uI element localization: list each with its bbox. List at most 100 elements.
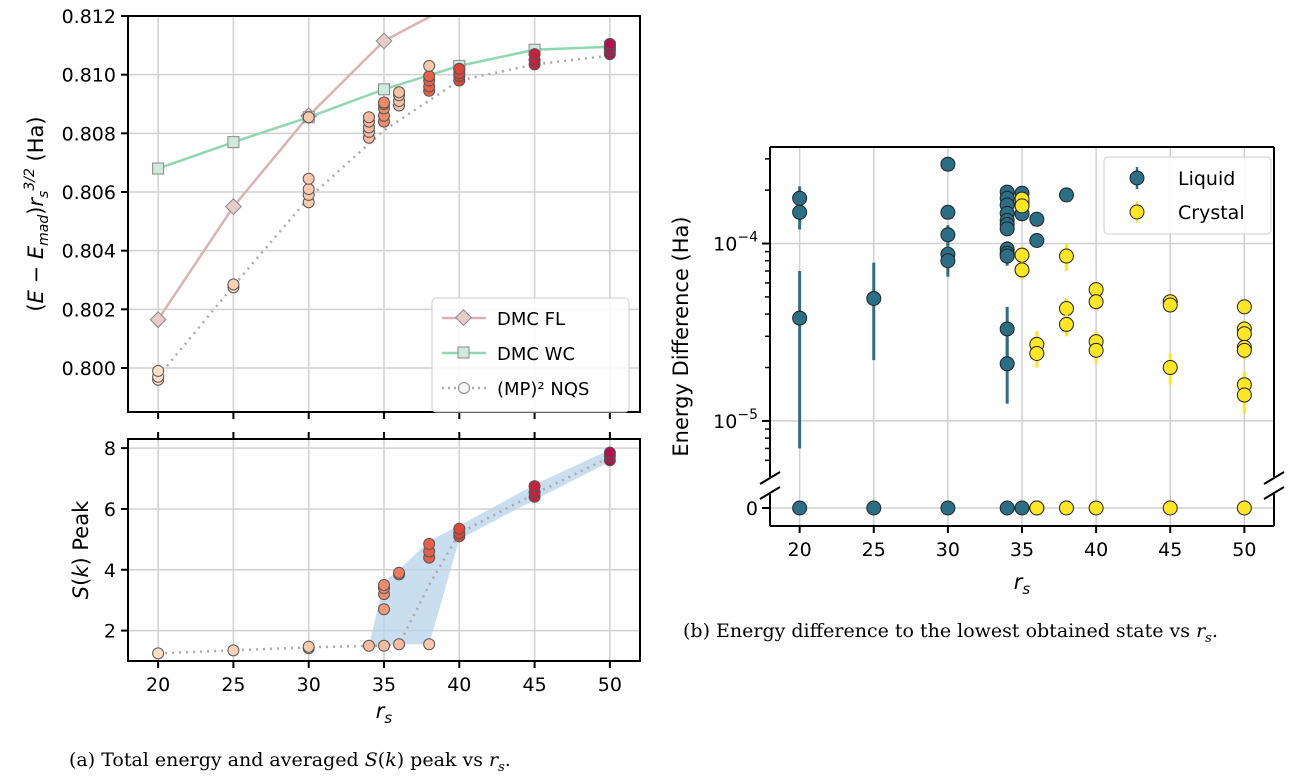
energy-sample-point — [393, 86, 406, 99]
axis-break-mark — [1263, 471, 1285, 485]
liquid-point — [1029, 233, 1045, 249]
legend-crystal-marker — [1129, 204, 1145, 220]
y-tick-label: 6 — [104, 499, 116, 521]
energy-sample-point — [423, 70, 436, 83]
energy-sample-point — [378, 96, 390, 109]
sk-band — [158, 449, 611, 655]
sk-sample-point — [227, 644, 240, 657]
sk-y-axis-label: S(k) Peak — [69, 500, 93, 599]
crystal-point — [1236, 342, 1252, 358]
crystal-point — [1058, 301, 1074, 317]
liquid-point — [866, 500, 882, 516]
axis-break-mark — [759, 471, 781, 485]
dmc-wc-marker — [227, 136, 240, 149]
sk-sample-point — [528, 480, 541, 493]
liquid-point — [999, 248, 1015, 264]
liquid-point — [792, 204, 808, 220]
x-tick-label: 30 — [936, 539, 960, 561]
liquid-point — [940, 227, 956, 243]
energy-sample-point — [227, 278, 240, 291]
ediff-points — [792, 156, 1252, 516]
y-tick-label: 4 — [104, 560, 116, 582]
y-tick-label: 2 — [104, 621, 116, 643]
y-tick-label: 0.800 — [62, 358, 116, 380]
crystal-point — [1162, 297, 1178, 313]
energy-panel: 0.800 0.802 0.804 0.806 0.808 0.810 0.812 (E − … — [22, 6, 641, 419]
legend-label-liquid: Liquid — [1178, 168, 1235, 190]
liquid-point — [940, 204, 956, 220]
x-tick-label: 45 — [522, 674, 546, 696]
sk-sample-point — [423, 638, 436, 651]
legend-label-crystal: Crystal — [1178, 202, 1245, 224]
sk-peak-panel: 20 25 30 35 40 45 50 2 4 6 8 rs S(k) Peak — [69, 432, 641, 727]
crystal-point — [1029, 345, 1045, 361]
liquid-point — [940, 156, 956, 172]
axis-break-mark — [759, 486, 781, 500]
sk-sample-points — [152, 446, 616, 660]
x-tick-label: 40 — [1084, 539, 1108, 561]
liquid-point — [999, 321, 1015, 337]
ediff-legend-box — [1103, 156, 1272, 235]
x-tick-label: 35 — [372, 674, 396, 696]
x-tick-label: 40 — [447, 674, 471, 696]
energy-sample-point — [528, 48, 541, 61]
sk-sample-point — [378, 603, 390, 616]
y-tick-label: 10−5 — [713, 407, 758, 433]
crystal-point — [1088, 294, 1104, 310]
crystal-point — [1029, 500, 1045, 516]
energy-legend-box — [431, 297, 630, 413]
crystal-point — [1014, 198, 1030, 214]
crystal-point — [1058, 500, 1074, 516]
sk-sample-point — [453, 522, 466, 535]
y-tick-label: 0 — [746, 498, 758, 520]
x-tick-label: 45 — [1158, 539, 1182, 561]
sk-sample-point — [393, 566, 406, 579]
dmc-wc-marker — [152, 162, 165, 175]
y-tick-label: 10−4 — [713, 230, 758, 256]
y-tick-label: 0.806 — [62, 182, 116, 204]
liquid-point — [1014, 500, 1030, 516]
crystal-point — [1058, 248, 1074, 264]
crystal-point — [1088, 342, 1104, 358]
liquid-point — [999, 221, 1015, 237]
liquid-point — [999, 500, 1015, 516]
energy-sample-points — [152, 37, 616, 386]
energy-legend: DMC FL DMC WC (MP)² NQS — [431, 297, 630, 413]
liquid-point — [999, 356, 1015, 372]
energy-sample-point — [302, 172, 315, 185]
ediff-x-axis-label: rs — [1014, 570, 1031, 598]
liquid-point — [940, 253, 956, 269]
energy-sample-point — [152, 364, 165, 377]
crystal-point — [1088, 500, 1104, 516]
legend-square-marker — [457, 346, 470, 359]
energy-sample-point — [362, 111, 375, 124]
sk-x-axis-label: rs — [376, 699, 393, 727]
legend-label-dmc-wc: DMC WC — [497, 344, 575, 365]
caption-b: (b) Energy difference to the lowest obta… — [683, 620, 1218, 646]
caption-a: (a) Total energy and averaged S(k) peak … — [69, 749, 511, 775]
crystal-point — [1236, 299, 1252, 315]
sk-sample-point — [378, 639, 390, 652]
dmc-fl-marker — [149, 311, 167, 329]
y-tick-label: 0.802 — [62, 299, 116, 321]
crystal-point — [1162, 500, 1178, 516]
liquid-point — [866, 290, 882, 306]
x-tick-label: 35 — [1010, 539, 1034, 561]
ediff-legend: Liquid Crystal — [1103, 156, 1272, 235]
x-tick-label: 25 — [221, 674, 245, 696]
y-tick-label: 0.808 — [62, 123, 116, 145]
y-tick-label: 0.812 — [62, 6, 116, 28]
energy-y-axis-label: (E − Emad)rs3/2 (Ha) — [22, 116, 52, 311]
sk-axes: 20 25 30 35 40 45 50 2 4 6 8 rs S(k) Peak — [69, 432, 641, 727]
energy-sample-point — [302, 183, 315, 196]
x-tick-label: 50 — [598, 674, 622, 696]
sk-sample-point — [423, 537, 436, 550]
energy-sample-point — [453, 62, 466, 75]
energy-difference-panel: 20 25 30 35 40 45 50 0 10−5 10−4 rs Energy Differen… — [669, 146, 1285, 598]
legend-liquid-marker — [1129, 170, 1145, 186]
energy-sample-point — [603, 37, 616, 50]
liquid-point — [1029, 211, 1045, 227]
sk-sample-point — [393, 638, 406, 651]
liquid-point — [940, 500, 956, 516]
